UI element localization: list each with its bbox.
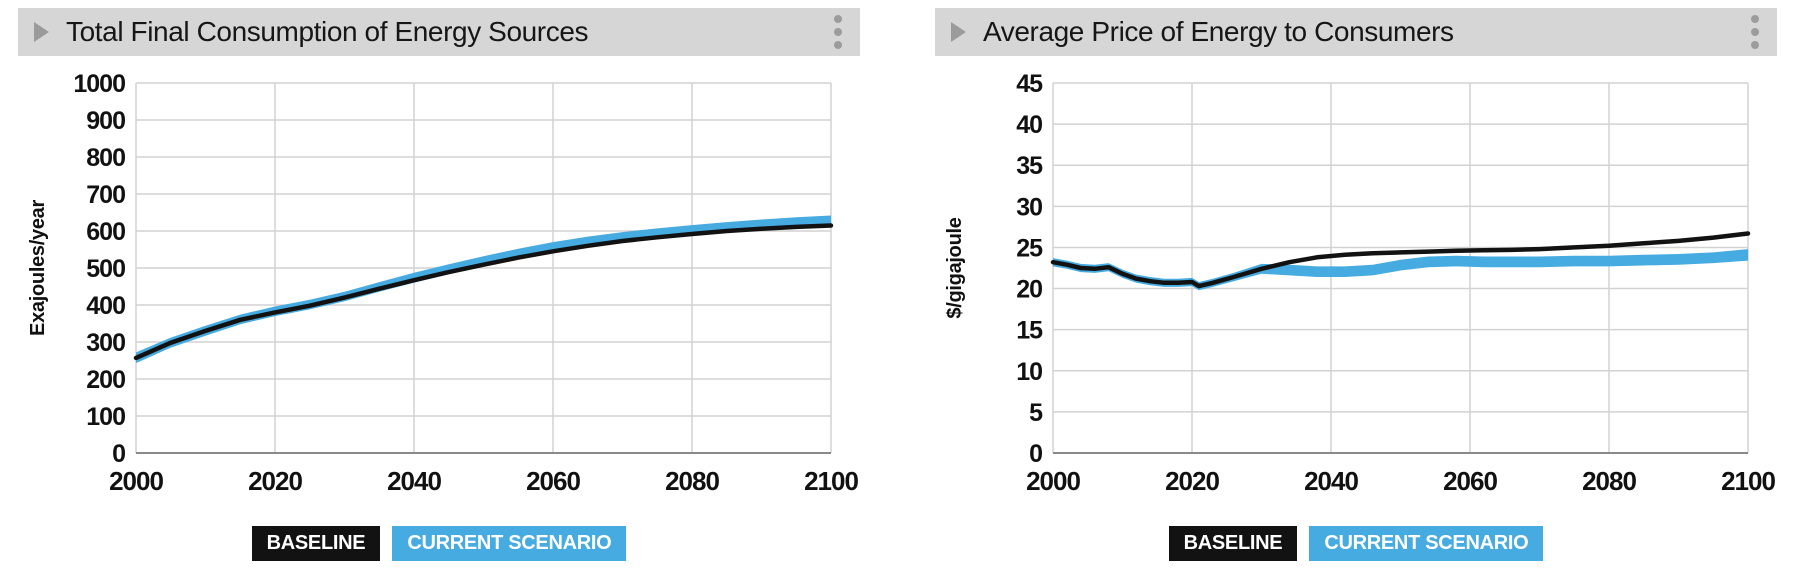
panel-header: Average Price of Energy to Consumers xyxy=(935,8,1777,56)
panel-header: Total Final Consumption of Energy Source… xyxy=(18,8,860,56)
svg-text:20: 20 xyxy=(1016,276,1042,304)
consumption-chart: 0 100 200 300 400 500 600 700 800 900 1000 2000 2020… xyxy=(27,70,859,496)
svg-text:0: 0 xyxy=(112,440,125,468)
svg-text:2080: 2080 xyxy=(665,466,719,496)
svg-text:40: 40 xyxy=(1016,111,1042,139)
svg-text:30: 30 xyxy=(1016,193,1042,221)
panel-energy-consumption: Total Final Consumption of Energy Source… xyxy=(18,8,860,561)
svg-text:2000: 2000 xyxy=(1026,466,1080,496)
legend-baseline: BASELINE xyxy=(1168,526,1298,561)
svg-text:800: 800 xyxy=(86,144,125,172)
chart-title: Total Final Consumption of Energy Source… xyxy=(66,16,589,47)
svg-text:2060: 2060 xyxy=(1443,466,1497,496)
svg-text:2020: 2020 xyxy=(248,466,302,496)
svg-text:25: 25 xyxy=(1016,234,1043,262)
svg-text:2020: 2020 xyxy=(1165,466,1219,496)
svg-text:45: 45 xyxy=(1016,70,1043,98)
panel-energy-price: Average Price of Energy to Consumers 0 5 1… xyxy=(935,8,1777,561)
price-chart: 0 5 10 15 20 25 30 35 40 45 2000 2020 2040 2060 2080 21… xyxy=(944,70,1776,496)
svg-text:2100: 2100 xyxy=(804,466,858,496)
chart-legend: BASELINE CURRENT SCENARIO xyxy=(18,526,860,561)
svg-text:15: 15 xyxy=(1016,317,1043,345)
svg-text:2100: 2100 xyxy=(1721,466,1775,496)
svg-text:10: 10 xyxy=(1016,358,1042,386)
svg-text:600: 600 xyxy=(86,218,125,246)
legend-current-scenario: CURRENT SCENARIO xyxy=(392,526,627,561)
chart-legend: BASELINE CURRENT SCENARIO xyxy=(935,526,1777,561)
charts-row: Total Final Consumption of Energy Source… xyxy=(18,8,1777,561)
svg-text:1000: 1000 xyxy=(73,70,125,98)
svg-text:100: 100 xyxy=(86,403,125,431)
svg-text:200: 200 xyxy=(86,366,125,394)
svg-text:2080: 2080 xyxy=(1582,466,1636,496)
svg-text:2040: 2040 xyxy=(387,466,441,496)
collapse-arrow-icon[interactable] xyxy=(951,22,966,42)
svg-text:2060: 2060 xyxy=(526,466,580,496)
svg-text:300: 300 xyxy=(86,329,125,357)
svg-text:900: 900 xyxy=(86,107,125,135)
svg-text:700: 700 xyxy=(86,181,125,209)
kebab-menu-icon[interactable] xyxy=(830,11,846,53)
svg-text:35: 35 xyxy=(1016,152,1043,180)
svg-text:2040: 2040 xyxy=(1304,466,1358,496)
svg-text:5: 5 xyxy=(1029,399,1043,427)
legend-current-scenario: CURRENT SCENARIO xyxy=(1309,526,1544,561)
chart-title: Average Price of Energy to Consumers xyxy=(983,16,1454,47)
svg-text:$/gigajoule: $/gigajoule xyxy=(944,217,966,318)
legend-baseline: BASELINE xyxy=(251,526,381,561)
collapse-arrow-icon[interactable] xyxy=(34,22,49,42)
svg-text:Exajoules/year: Exajoules/year xyxy=(27,200,49,336)
svg-text:2000: 2000 xyxy=(109,466,163,496)
svg-text:0: 0 xyxy=(1029,440,1042,468)
svg-text:500: 500 xyxy=(86,255,125,283)
svg-text:400: 400 xyxy=(86,292,125,320)
kebab-menu-icon[interactable] xyxy=(1747,11,1763,53)
